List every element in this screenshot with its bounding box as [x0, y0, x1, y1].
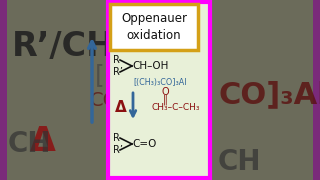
Text: CH₃–C–CH₃: CH₃–C–CH₃	[152, 103, 201, 112]
Text: Δ: Δ	[115, 100, 127, 116]
Text: C=O: C=O	[132, 139, 156, 149]
Text: CO]₃Al: CO]₃Al	[218, 80, 320, 109]
Text: R: R	[113, 55, 120, 65]
Text: Oppenauer
oxidation: Oppenauer oxidation	[121, 12, 187, 42]
Text: R’/CH: R’/CH	[12, 30, 115, 63]
Text: R’: R’	[113, 67, 123, 77]
Text: CO]₃Al: CO]₃Al	[90, 91, 153, 109]
Text: CH: CH	[8, 130, 52, 158]
Text: [(: [(	[95, 63, 115, 87]
Text: R: R	[113, 133, 120, 143]
Text: CH–OH: CH–OH	[132, 61, 168, 71]
Text: O: O	[161, 87, 169, 97]
Text: R’: R’	[113, 145, 123, 155]
Bar	[108, 2, 210, 178]
Bar	[0, 0, 7, 180]
Text: ‖: ‖	[163, 95, 167, 105]
Text: Δ: Δ	[30, 125, 56, 158]
Bar	[313, 0, 320, 180]
Text: [(CH₃)₃CO]₃Al: [(CH₃)₃CO]₃Al	[133, 78, 187, 87]
Bar	[110, 4, 198, 50]
Text: CH: CH	[218, 148, 261, 176]
